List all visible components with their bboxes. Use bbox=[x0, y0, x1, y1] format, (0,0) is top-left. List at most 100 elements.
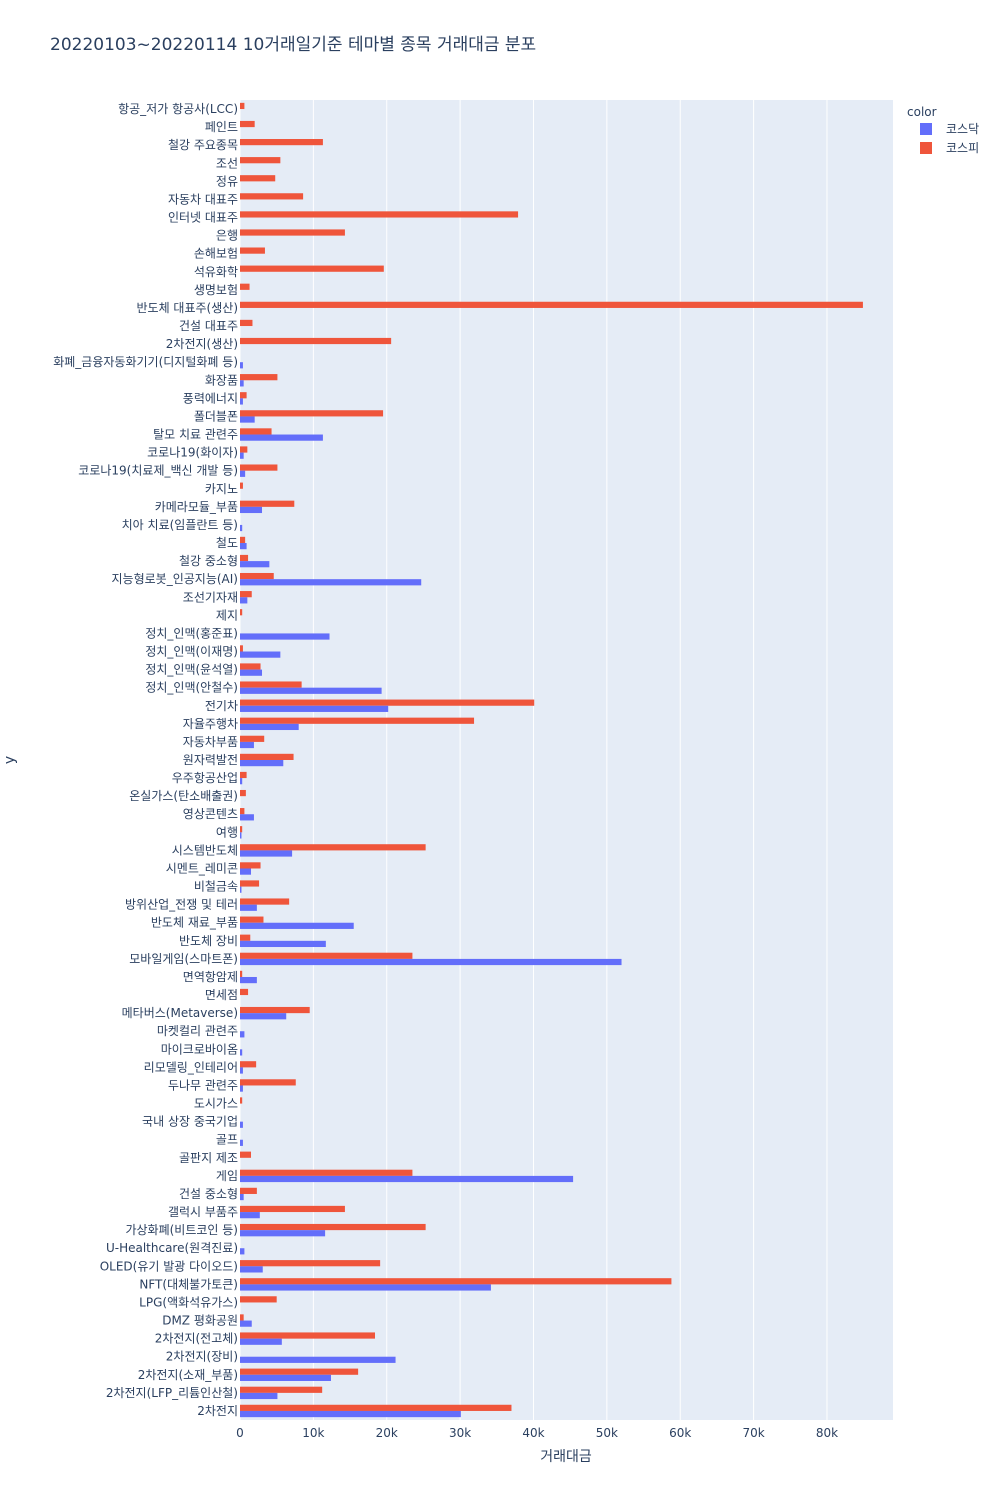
bar-kospi[interactable] bbox=[240, 1296, 277, 1303]
bar-kosdaq[interactable] bbox=[240, 506, 263, 514]
bar-kospi[interactable] bbox=[240, 1097, 243, 1104]
bar-kosdaq[interactable] bbox=[240, 1338, 282, 1345]
bar-kosdaq[interactable] bbox=[240, 814, 254, 821]
bar-kosdaq[interactable] bbox=[240, 1248, 245, 1255]
bar-kosdaq[interactable] bbox=[240, 778, 243, 785]
bar-kosdaq[interactable] bbox=[240, 1320, 252, 1327]
bar-kospi[interactable] bbox=[240, 789, 246, 797]
bar-kosdaq[interactable] bbox=[240, 1410, 461, 1418]
bar-kospi[interactable] bbox=[240, 681, 302, 688]
bar-kosdaq[interactable] bbox=[240, 868, 252, 875]
bar-kospi[interactable] bbox=[240, 193, 304, 200]
bar-kospi[interactable] bbox=[240, 880, 260, 887]
bar-kosdaq[interactable] bbox=[240, 1067, 243, 1074]
bar-kospi[interactable] bbox=[240, 1169, 413, 1176]
bar-kospi[interactable] bbox=[240, 337, 392, 345]
bar-kospi[interactable] bbox=[240, 572, 274, 580]
bar-kospi[interactable] bbox=[240, 175, 276, 182]
bar-kosdaq[interactable] bbox=[240, 1266, 263, 1273]
bar-kospi[interactable] bbox=[240, 446, 248, 453]
bar-kosdaq[interactable] bbox=[240, 1356, 396, 1363]
bar-kospi[interactable] bbox=[240, 699, 535, 706]
bar-kospi[interactable] bbox=[240, 428, 272, 435]
bar-kospi[interactable] bbox=[240, 410, 384, 417]
legend-item-kospi[interactable]: 코스피 bbox=[920, 141, 979, 155]
bar-kospi[interactable] bbox=[240, 663, 261, 670]
bar-kospi[interactable] bbox=[240, 1223, 426, 1231]
bar-kospi[interactable] bbox=[240, 717, 475, 724]
bar-kospi[interactable] bbox=[240, 1404, 512, 1411]
bar-kosdaq[interactable] bbox=[240, 886, 242, 893]
bar-kospi[interactable] bbox=[240, 771, 247, 779]
bar-kosdaq[interactable] bbox=[240, 579, 422, 586]
bar-kosdaq[interactable] bbox=[240, 416, 255, 423]
bar-kospi[interactable] bbox=[240, 645, 243, 652]
bar-kosdaq[interactable] bbox=[240, 1193, 244, 1201]
bar-kosdaq[interactable] bbox=[240, 380, 244, 387]
bar-kosdaq[interactable] bbox=[240, 1139, 243, 1146]
bar-kospi[interactable] bbox=[240, 808, 245, 815]
bar-kospi[interactable] bbox=[240, 500, 295, 507]
bar-kosdaq[interactable] bbox=[240, 1121, 243, 1128]
bar-kospi[interactable] bbox=[240, 970, 243, 977]
bar-kospi[interactable] bbox=[240, 392, 247, 399]
bar-kosdaq[interactable] bbox=[240, 651, 281, 658]
bar-kospi[interactable] bbox=[240, 1386, 323, 1393]
bar-kospi[interactable] bbox=[240, 554, 249, 562]
bar-kospi[interactable] bbox=[240, 1151, 252, 1158]
bar-kospi[interactable] bbox=[240, 301, 863, 308]
bar-kosdaq[interactable] bbox=[240, 687, 382, 694]
bar-kospi[interactable] bbox=[240, 120, 255, 128]
bar-kospi[interactable] bbox=[240, 934, 251, 941]
bar-kospi[interactable] bbox=[240, 229, 345, 236]
bar-kospi[interactable] bbox=[240, 898, 290, 905]
bar-kospi[interactable] bbox=[240, 1314, 244, 1321]
bar-kosdaq[interactable] bbox=[240, 1085, 243, 1092]
bar-kosdaq[interactable] bbox=[240, 958, 622, 966]
bar-kospi[interactable] bbox=[240, 265, 384, 272]
bar-kospi[interactable] bbox=[240, 1061, 257, 1068]
bar-kospi[interactable] bbox=[240, 1278, 672, 1285]
bar-kosdaq[interactable] bbox=[240, 543, 247, 550]
bar-kospi[interactable] bbox=[240, 464, 278, 471]
bar-kosdaq[interactable] bbox=[240, 723, 299, 731]
bar-kosdaq[interactable] bbox=[240, 1374, 331, 1381]
bar-kospi[interactable] bbox=[240, 1006, 310, 1014]
bar-kosdaq[interactable] bbox=[240, 760, 284, 767]
bar-kosdaq[interactable] bbox=[240, 398, 243, 405]
bar-kospi[interactable] bbox=[240, 247, 265, 254]
bar-kospi[interactable] bbox=[240, 536, 246, 544]
bar-kosdaq[interactable] bbox=[240, 1013, 287, 1020]
bar-kosdaq[interactable] bbox=[240, 434, 323, 441]
bar-kosdaq[interactable] bbox=[240, 850, 293, 857]
bar-kosdaq[interactable] bbox=[240, 904, 257, 911]
bar-kospi[interactable] bbox=[240, 139, 323, 146]
bar-kosdaq[interactable] bbox=[240, 1212, 260, 1219]
bar-kospi[interactable] bbox=[240, 1368, 359, 1375]
bar-kosdaq[interactable] bbox=[240, 976, 257, 984]
bar-kosdaq[interactable] bbox=[240, 741, 254, 749]
bar-kospi[interactable] bbox=[240, 1079, 296, 1086]
bar-kosdaq[interactable] bbox=[240, 362, 243, 369]
bar-kospi[interactable] bbox=[240, 952, 413, 959]
legend-item-kosdaq[interactable]: 코스닥 bbox=[920, 122, 979, 136]
bar-kosdaq[interactable] bbox=[240, 561, 270, 568]
bar-kospi[interactable] bbox=[240, 844, 426, 851]
bar-kosdaq[interactable] bbox=[240, 1230, 326, 1237]
bar-kospi[interactable] bbox=[240, 157, 281, 164]
bar-kospi[interactable] bbox=[240, 735, 265, 742]
bar-kospi[interactable] bbox=[240, 591, 252, 598]
bar-kospi[interactable] bbox=[240, 862, 261, 869]
bar-kosdaq[interactable] bbox=[240, 669, 263, 676]
bar-kospi[interactable] bbox=[240, 609, 243, 616]
bar-kospi[interactable] bbox=[240, 1260, 381, 1267]
bar-kosdaq[interactable] bbox=[240, 1031, 245, 1038]
bar-kospi[interactable] bbox=[240, 319, 253, 327]
bar-kosdaq[interactable] bbox=[240, 1175, 574, 1183]
bar-kosdaq[interactable] bbox=[240, 705, 389, 712]
bar-kosdaq[interactable] bbox=[240, 1049, 243, 1056]
bar-kospi[interactable] bbox=[240, 102, 245, 110]
bar-kosdaq[interactable] bbox=[240, 633, 330, 640]
bar-kospi[interactable] bbox=[240, 916, 264, 923]
bar-kosdaq[interactable] bbox=[240, 922, 354, 929]
